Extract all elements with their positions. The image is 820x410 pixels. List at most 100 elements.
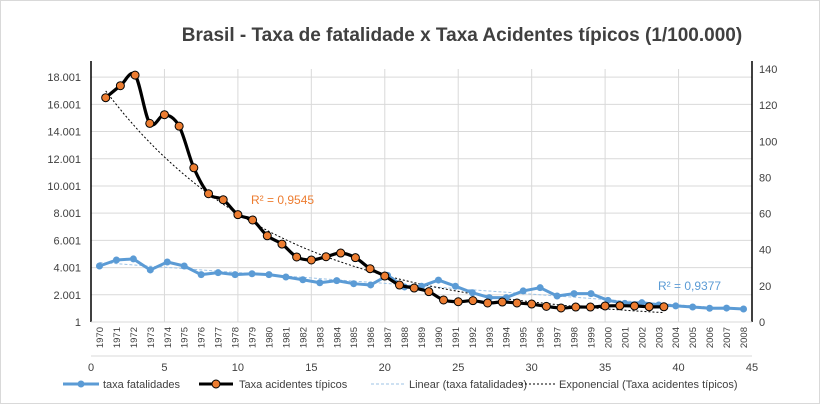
data-point-taxa-acidentes bbox=[218, 195, 228, 205]
r2-label-exponential: R² = 0,9545 bbox=[251, 193, 314, 207]
data-point-taxa-acidentes bbox=[174, 121, 184, 131]
category-label: 1999 bbox=[586, 327, 597, 348]
data-point-taxa-acidentes bbox=[115, 81, 125, 91]
left-tick-label: 4.001 bbox=[53, 263, 81, 275]
data-point-taxa-acidentes bbox=[350, 253, 360, 263]
right-tick-label: 40 bbox=[759, 245, 771, 257]
svg-text:Exponencial (Taxa acidentes tí: Exponencial (Taxa acidentes típicos) bbox=[559, 379, 738, 391]
category-label: 2008 bbox=[739, 327, 750, 348]
bottom-tick-label: 30 bbox=[526, 362, 538, 374]
data-point-taxa-fatalidades bbox=[689, 303, 697, 311]
category-label: 1976 bbox=[197, 327, 208, 348]
category-label: 2000 bbox=[603, 327, 614, 348]
bottom-tick-label: 15 bbox=[305, 362, 317, 374]
data-point-taxa-acidentes bbox=[527, 299, 537, 309]
right-tick-label: 20 bbox=[759, 281, 771, 293]
category-label: 1979 bbox=[248, 327, 259, 348]
data-point-taxa-fatalidades bbox=[333, 277, 341, 285]
series bbox=[95, 70, 748, 313]
category-label: 2003 bbox=[654, 327, 665, 348]
category-label: 2001 bbox=[620, 327, 631, 348]
data-point-taxa-fatalidades bbox=[434, 276, 442, 284]
category-label: 1996 bbox=[536, 327, 547, 348]
data-point-taxa-acidentes bbox=[483, 298, 493, 308]
left-tick-label: 16.001 bbox=[47, 99, 81, 111]
data-point-taxa-acidentes bbox=[659, 302, 669, 312]
data-point-taxa-fatalidades bbox=[706, 304, 714, 312]
bottom-tick-label: 5 bbox=[161, 362, 167, 374]
category-label: 2002 bbox=[637, 327, 648, 348]
data-point-taxa-acidentes bbox=[204, 189, 214, 199]
data-point-taxa-acidentes bbox=[424, 287, 434, 297]
category-label: 1983 bbox=[315, 327, 326, 348]
category-label: 1977 bbox=[214, 327, 225, 348]
data-point-taxa-acidentes bbox=[248, 215, 258, 225]
data-point-taxa-acidentes bbox=[439, 295, 449, 305]
data-point-taxa-fatalidades bbox=[553, 292, 561, 300]
data-point-taxa-acidentes bbox=[629, 301, 639, 311]
data-point-taxa-acidentes bbox=[189, 163, 199, 173]
data-point-taxa-acidentes bbox=[277, 239, 287, 249]
chart-title: Brasil - Taxa de fatalidade x Taxa Acide… bbox=[182, 25, 742, 46]
data-point-taxa-acidentes bbox=[145, 118, 155, 128]
data-point-taxa-acidentes bbox=[262, 231, 272, 241]
category-label: 1974 bbox=[163, 327, 174, 348]
data-point-taxa-fatalidades bbox=[299, 276, 307, 284]
svg-text:taxa fatalidades: taxa fatalidades bbox=[103, 379, 181, 391]
bottom-tick-label: 25 bbox=[452, 362, 464, 374]
data-point-taxa-fatalidades bbox=[112, 256, 120, 264]
data-point-taxa-fatalidades bbox=[536, 284, 544, 292]
legend-item-taxa-fatalidades: taxa fatalidades bbox=[63, 379, 181, 391]
right-tick-label: 0 bbox=[759, 317, 765, 329]
data-point-taxa-fatalidades bbox=[95, 262, 103, 270]
category-label: 1993 bbox=[485, 327, 496, 348]
category-label: 1992 bbox=[468, 327, 479, 348]
data-point-taxa-fatalidades bbox=[214, 269, 222, 277]
legend-item-linear-trend: Linear (taxa fatalidades) bbox=[371, 379, 527, 391]
category-label: 1980 bbox=[264, 327, 275, 348]
data-point-taxa-fatalidades bbox=[248, 270, 256, 278]
category-label: 1995 bbox=[519, 327, 530, 348]
data-point-taxa-fatalidades bbox=[367, 281, 375, 289]
trendlines bbox=[99, 90, 744, 314]
data-point-taxa-acidentes bbox=[292, 252, 302, 262]
data-point-taxa-acidentes bbox=[159, 110, 169, 120]
category-label: 2004 bbox=[671, 327, 682, 348]
data-point-taxa-fatalidades bbox=[519, 287, 527, 295]
category-label: 1978 bbox=[231, 327, 242, 348]
data-point-taxa-acidentes bbox=[321, 252, 331, 262]
right-tick-label: 120 bbox=[759, 100, 777, 112]
data-point-taxa-fatalidades bbox=[468, 289, 476, 297]
data-point-taxa-acidentes bbox=[380, 271, 390, 281]
data-point-taxa-fatalidades bbox=[350, 280, 358, 288]
data-point-taxa-acidentes bbox=[409, 283, 419, 293]
left-tick-label: 6.001 bbox=[53, 235, 81, 247]
data-point-taxa-fatalidades bbox=[282, 273, 290, 281]
data-point-taxa-acidentes bbox=[306, 255, 316, 265]
category-label: 1984 bbox=[332, 327, 343, 348]
bottom-tick-label: 20 bbox=[379, 362, 391, 374]
bottom-tick-label: 45 bbox=[746, 362, 758, 374]
data-point-taxa-acidentes bbox=[453, 297, 463, 307]
data-point-taxa-fatalidades bbox=[197, 271, 205, 279]
right-tick-label: 100 bbox=[759, 136, 777, 148]
data-point-taxa-fatalidades bbox=[740, 305, 748, 313]
left-tick-label: 12.001 bbox=[47, 154, 81, 166]
bottom-tick-label: 10 bbox=[232, 362, 244, 374]
bottom-tick-label: 40 bbox=[672, 362, 684, 374]
category-label: 1997 bbox=[553, 327, 564, 348]
bottom-tick-label: 0 bbox=[88, 362, 94, 374]
category-label: 2007 bbox=[722, 327, 733, 348]
data-point-taxa-acidentes bbox=[497, 297, 507, 307]
data-point-taxa-fatalidades bbox=[587, 290, 595, 298]
data-point-taxa-acidentes bbox=[233, 210, 243, 220]
gridlines bbox=[91, 69, 752, 322]
data-point-taxa-acidentes bbox=[101, 93, 111, 103]
category-label: 1988 bbox=[400, 327, 411, 348]
data-point-taxa-acidentes bbox=[468, 296, 478, 306]
r2-label-linear: R² = 0,9377 bbox=[658, 279, 721, 293]
right-tick-label: 60 bbox=[759, 209, 771, 221]
data-point-taxa-fatalidades bbox=[638, 299, 646, 307]
data-point-taxa-acidentes bbox=[130, 70, 140, 80]
